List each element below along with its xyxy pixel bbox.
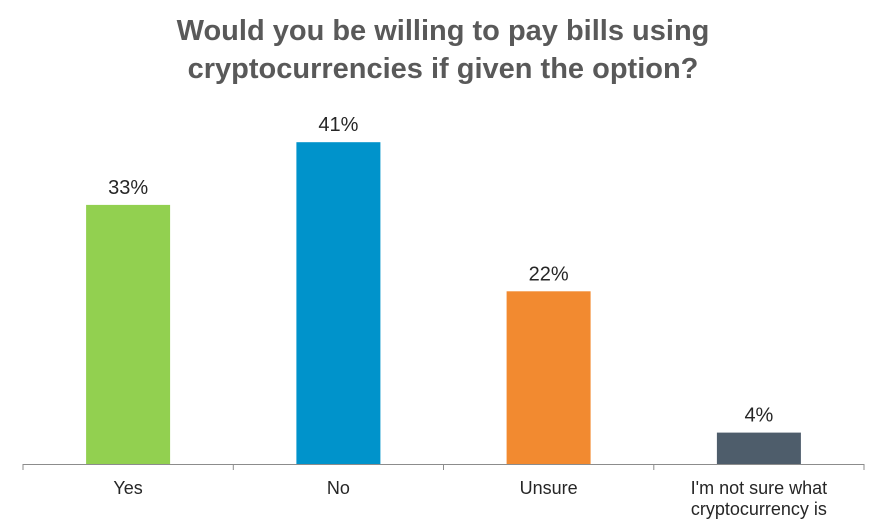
bar-1 — [296, 142, 381, 464]
category-label-1: No — [327, 478, 350, 498]
chart-title-line-1: Would you be willing to pay bills using — [176, 15, 710, 47]
value-label-3: 4% — [744, 405, 773, 427]
chart-title-line-2: cryptocurrencies if given the option? — [187, 53, 699, 85]
value-label-1: 41% — [318, 114, 358, 136]
category-label-3: I'm not sure what cryptocurrency is — [691, 478, 828, 519]
chart-title: Would you be willing to pay bills using … — [0, 12, 886, 88]
value-label-0: 33% — [108, 177, 148, 199]
bar-3 — [716, 432, 801, 464]
value-label-2: 22% — [529, 263, 569, 285]
bar-0 — [86, 204, 171, 464]
category-label-0: Yes — [113, 478, 142, 498]
category-label-2: Unsure — [520, 478, 578, 498]
bar-2 — [506, 291, 591, 464]
